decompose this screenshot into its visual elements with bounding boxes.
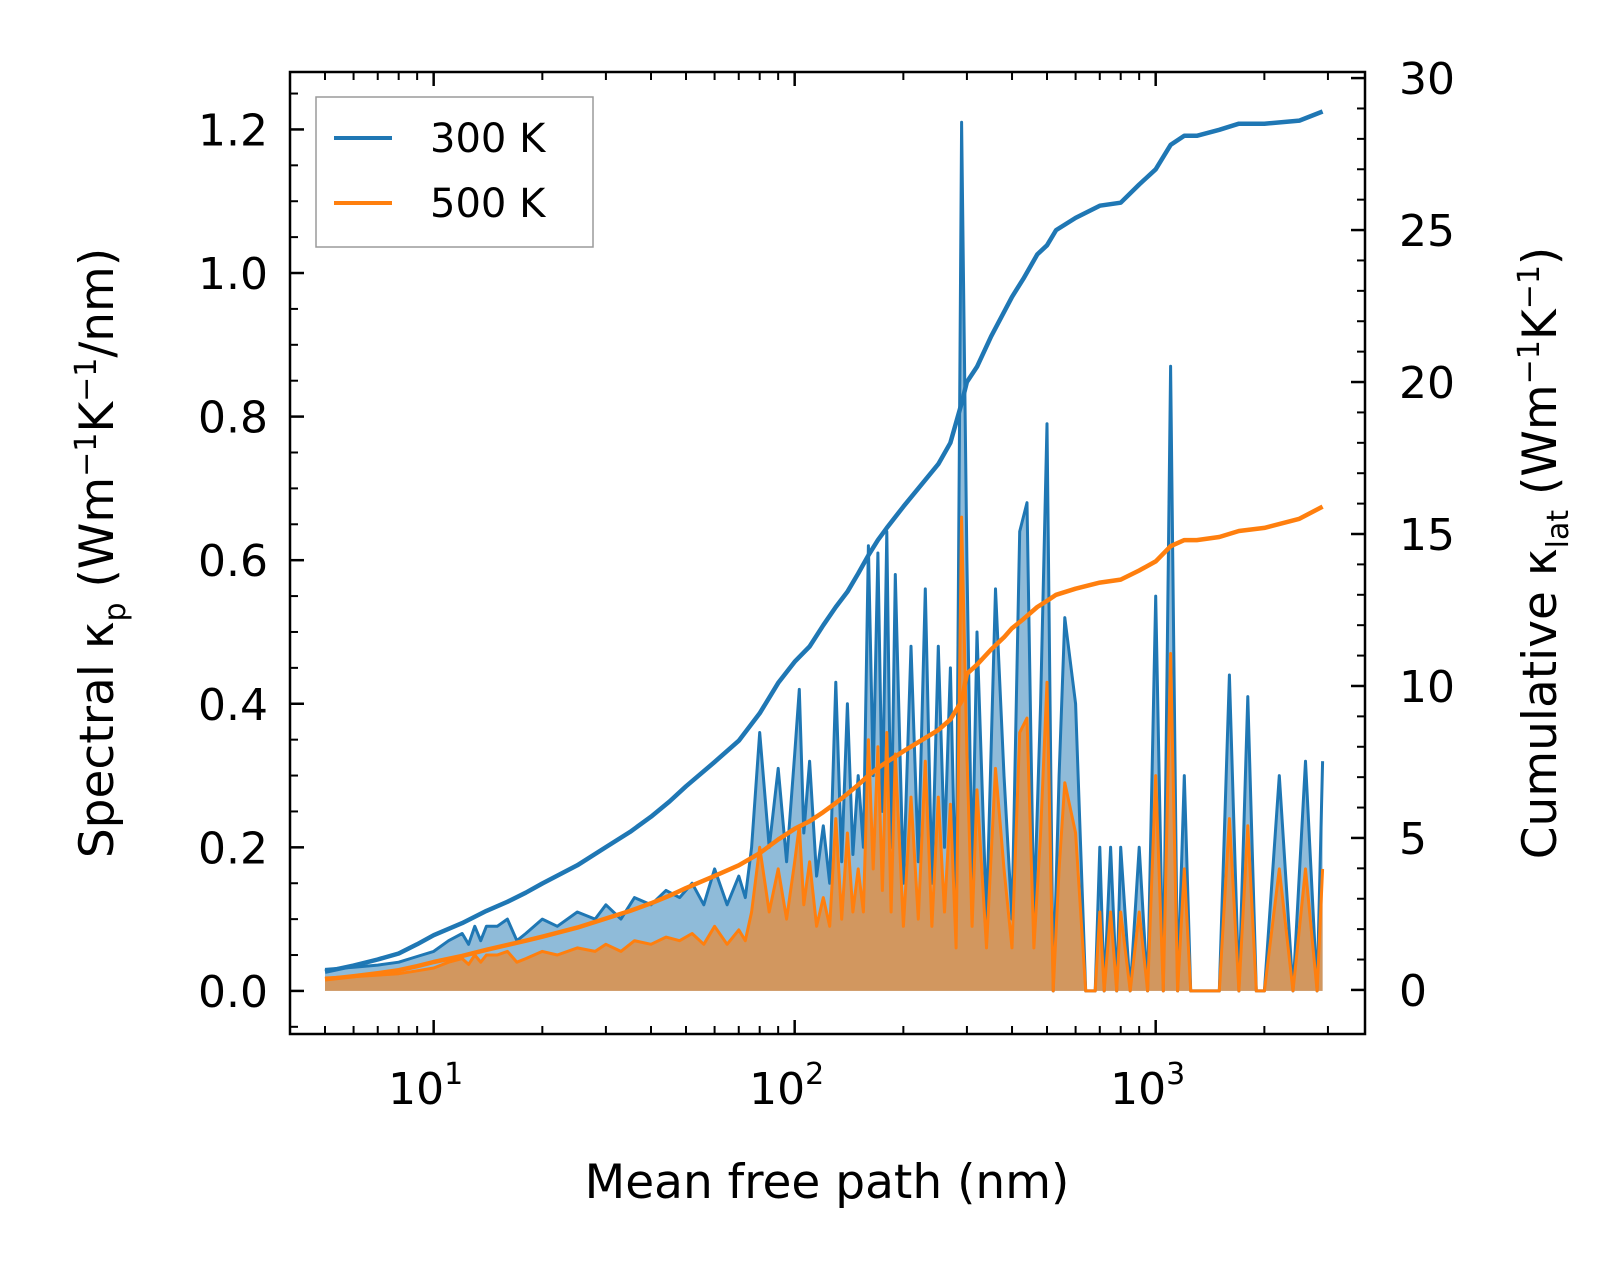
y-tick-label: 0.0	[198, 967, 268, 1018]
y2-tick-label: 30	[1399, 54, 1455, 105]
series-line-300-k-spectral	[324, 120, 1325, 993]
x-axis-title: Mean free path (nm)	[585, 1155, 1070, 1210]
cumulative-line-layer	[324, 109, 1324, 982]
y2-tick-label: 15	[1399, 510, 1455, 561]
y-tick-label: 1.2	[198, 105, 268, 156]
y2-tick-label: 25	[1399, 206, 1455, 257]
y2-tick-label: 5	[1399, 814, 1427, 865]
series-line-500-k-spectral	[324, 515, 1325, 993]
y2-tick-label: 10	[1399, 662, 1455, 713]
y2-tick-label: 20	[1399, 358, 1455, 409]
series-line-300-k	[324, 109, 1324, 974]
y2-axis-title: Cumulative κlat (Wm−1K−1)	[1512, 247, 1576, 860]
axes-frame	[288, 70, 1367, 1036]
legend-label-500k: 500 K	[430, 181, 547, 227]
y-tick-label: 0.8	[198, 393, 268, 444]
legend-label-300k: 300 K	[430, 116, 547, 162]
spectral-area-layer	[324, 120, 1325, 993]
legend-frame	[315, 96, 594, 248]
series-line-500-k	[324, 504, 1324, 982]
y-tick-label: 0.2	[198, 823, 268, 874]
tick-layer: 101 102 103 0.0 0.2 0.4 0.6 0.8 1.0 1.2 0 5 10 15 20 25…	[198, 54, 1455, 1115]
legend: 300 K 500 K	[315, 96, 594, 248]
x-tick-label: 101	[388, 1057, 463, 1115]
x-tick-label: 103	[1110, 1057, 1185, 1115]
y-tick-label: 0.6	[198, 536, 268, 587]
series-area-300-k-spectral	[325, 122, 1323, 991]
y-tick-label: 0.4	[198, 680, 268, 731]
x-tick-label: 102	[749, 1057, 824, 1115]
y-axis-title: Spectral κp (Wm−1K−1/nm)	[69, 248, 133, 858]
y-tick-label: 1.0	[198, 249, 268, 300]
series-area-500-k-spectral	[325, 517, 1323, 991]
y2-tick-label: 0	[1399, 966, 1427, 1017]
